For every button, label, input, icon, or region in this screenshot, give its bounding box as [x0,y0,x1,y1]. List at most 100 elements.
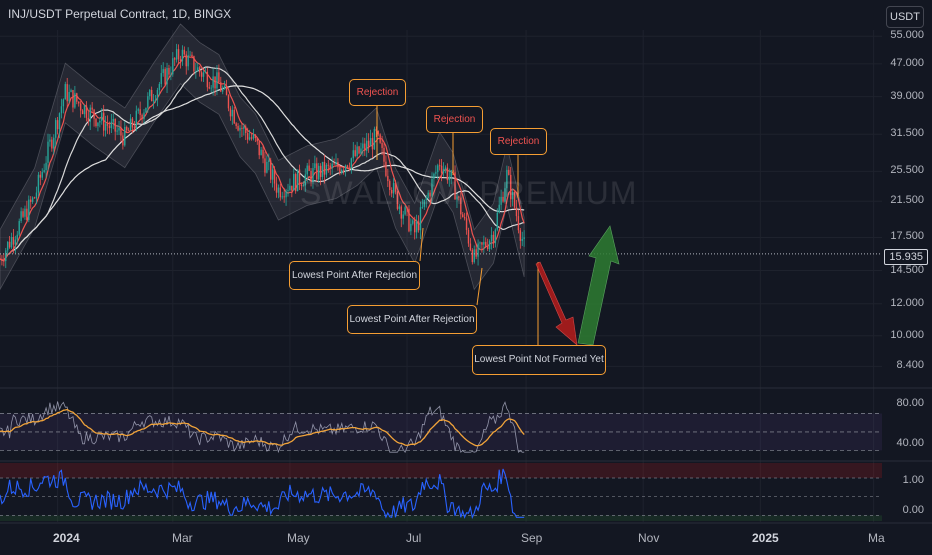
lowest-point-label-2[interactable]: Lowest Point After Rejection [347,305,477,334]
candle-body [175,49,178,60]
candle-body [185,54,187,67]
candle-body [243,126,245,129]
candle-body [154,99,157,101]
candle-body [204,71,207,73]
candle-body [133,127,136,129]
candle-body [348,167,351,169]
price-tick-label: 14.500 [890,263,924,276]
time-tick-label: Mar [172,531,193,545]
candle-body [12,237,15,245]
candle-body [429,192,431,197]
candle-body [341,169,343,174]
candle-body [106,123,109,126]
candle-body [346,165,349,168]
candle-body [20,211,22,222]
candle-body [431,178,433,197]
candle-body [39,174,42,178]
oscillator-line [0,468,525,520]
price-tick-label: 39.000 [890,89,924,102]
candle-body [56,120,59,130]
candle-body [135,110,138,128]
time-tick-label: May [287,531,310,545]
candle-body [164,69,166,85]
candle-body [10,237,13,248]
candle-body [423,199,426,207]
candle-body [1,258,3,261]
candle-body [5,250,7,262]
candle-body [312,168,314,182]
candle-body [402,214,404,219]
price-tick-label: 8.400 [896,359,924,372]
candle-body [237,125,239,131]
candle-body [465,218,468,230]
candle-body [101,112,103,121]
candle-body [316,163,318,180]
candle-body [216,72,218,89]
candle-body [289,185,291,191]
moving-average-long [0,85,525,261]
candle-body [218,72,220,83]
candle-body [229,108,232,117]
candle-body [339,167,341,174]
candle-body [58,113,61,130]
price-tick-label: 10.000 [890,328,924,341]
candle-body [369,138,372,147]
rejection-label-2[interactable]: Rejection [426,106,483,133]
candle-body [14,239,17,245]
lowest-point-label-1[interactable]: Lowest Point After Rejection [289,261,420,290]
currency-button[interactable]: USDT [886,6,924,28]
candle-body [262,149,264,159]
candle-body [404,207,406,215]
candle-body [490,234,493,241]
candle-body [239,127,241,131]
candle-body [124,126,126,146]
candle-body [463,217,466,219]
candle-body [481,242,483,245]
candle-body [323,161,326,175]
candle-body [298,169,301,185]
time-tick-label: Sep [521,531,543,545]
candle-body [131,118,134,128]
candle-body [473,249,475,263]
candle-body [62,99,65,107]
candle-body [152,100,155,102]
candle-body [22,211,24,217]
candle-body [321,161,324,177]
candle-body [254,134,257,139]
candle-body [344,165,347,171]
candle-body [0,258,1,260]
candle-body [310,170,312,182]
candle-body [170,74,172,76]
candle-body [210,87,212,89]
candle-body [258,141,260,156]
candle-body [118,127,120,131]
candle-body [513,191,516,208]
candle-body [408,208,410,232]
candle-body [364,143,366,151]
candle-body [300,184,303,186]
candle-body [137,109,139,111]
candle-body [108,125,111,129]
candle-body [329,165,331,168]
candle-body [252,134,255,139]
candle-body [47,141,49,163]
candle-body [6,241,9,251]
price-tick-label: 21.500 [890,194,924,207]
price-tick-label: 12.000 [890,296,924,309]
candle-body [358,146,360,154]
rsi-tick-label: 40.00 [896,437,924,449]
rejection-label-1[interactable]: Rejection [349,79,406,106]
candle-body [35,192,38,199]
candle-body [166,67,168,85]
lowest-point-label-3[interactable]: Lowest Point Not Formed Yet [472,345,606,375]
candle-body [195,71,197,72]
candle-body [510,174,512,200]
candle-body [147,96,149,108]
rejection-label-3[interactable]: Rejection [490,128,547,155]
candle-body [273,169,276,184]
candle-body [158,83,161,90]
candle-body [28,199,30,221]
candle-body [250,137,253,139]
